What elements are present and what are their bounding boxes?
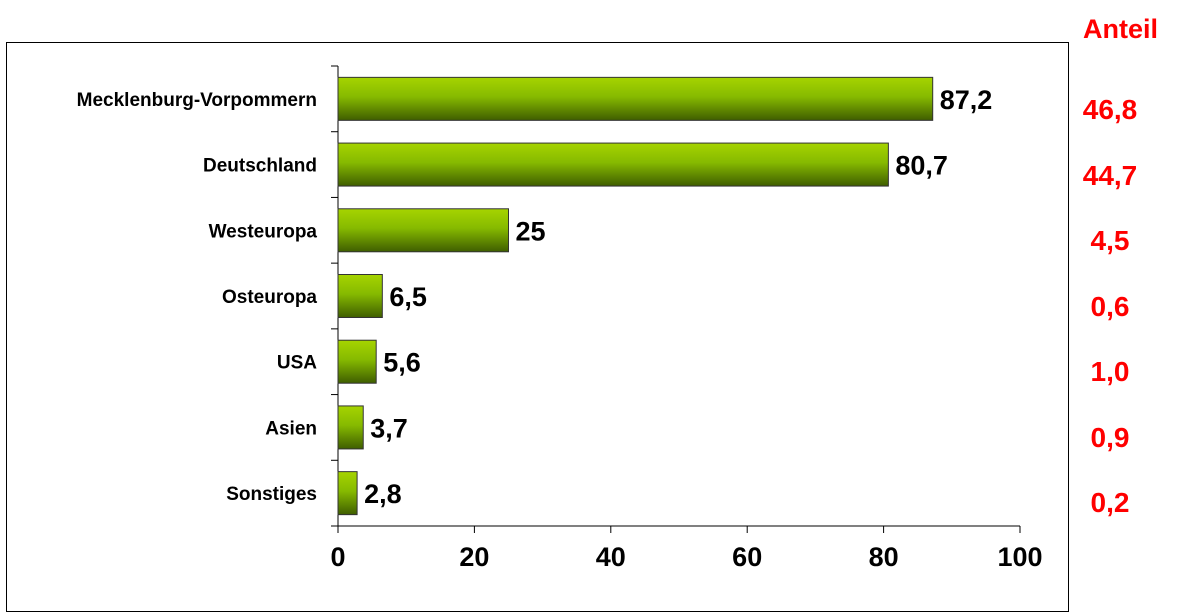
value-label: 87,2 bbox=[940, 85, 993, 115]
share-value: 44,7 bbox=[1082, 159, 1138, 191]
share-value: 46,8 bbox=[1082, 94, 1138, 125]
bar bbox=[337, 471, 358, 516]
chart-axes bbox=[331, 65, 1021, 533]
category-label: Osteuropa bbox=[222, 287, 317, 308]
value-label: 25 bbox=[516, 216, 546, 246]
value-label: 2,8 bbox=[364, 479, 402, 509]
x-tick-label: 40 bbox=[596, 542, 626, 572]
bar bbox=[337, 339, 377, 384]
category-label: Mecklenburg-Vorpommern bbox=[77, 90, 317, 111]
bar bbox=[337, 76, 934, 121]
share-value: 1,0 bbox=[1090, 356, 1130, 387]
share-value: 4,5 bbox=[1090, 225, 1130, 256]
category-label: USA bbox=[277, 353, 317, 374]
category-label: Asien bbox=[265, 418, 317, 439]
bar bbox=[337, 274, 383, 318]
value-label: 6,5 bbox=[389, 282, 427, 312]
value-label: 3,7 bbox=[370, 413, 408, 443]
value-label: 80,7 bbox=[895, 151, 948, 181]
x-tick-label: 80 bbox=[869, 542, 899, 572]
chart-bars bbox=[337, 76, 934, 516]
category-label: Deutschland bbox=[203, 156, 317, 177]
share-value: 0,6 bbox=[1090, 290, 1130, 322]
x-tick-label: 60 bbox=[732, 542, 762, 572]
share-header: Anteil bbox=[1083, 14, 1159, 44]
x-tick-label: 0 bbox=[330, 542, 345, 572]
share-value: 0,2 bbox=[1090, 487, 1130, 518]
chart-labels: 0 20 40 60 80 100 Mecklenburg-Vorpommern 87,2 De… bbox=[77, 85, 1043, 572]
category-label: Westeuropa bbox=[209, 221, 318, 242]
share-value: 0,9 bbox=[1090, 421, 1130, 453]
bar bbox=[337, 142, 889, 187]
x-tick-label: 20 bbox=[459, 542, 489, 572]
bar bbox=[337, 405, 364, 450]
x-tick-label: 100 bbox=[997, 542, 1042, 572]
bar bbox=[337, 208, 509, 253]
value-label: 5,6 bbox=[383, 348, 421, 378]
category-label: Sonstiges bbox=[226, 484, 317, 505]
chart-frame bbox=[6, 42, 1069, 612]
